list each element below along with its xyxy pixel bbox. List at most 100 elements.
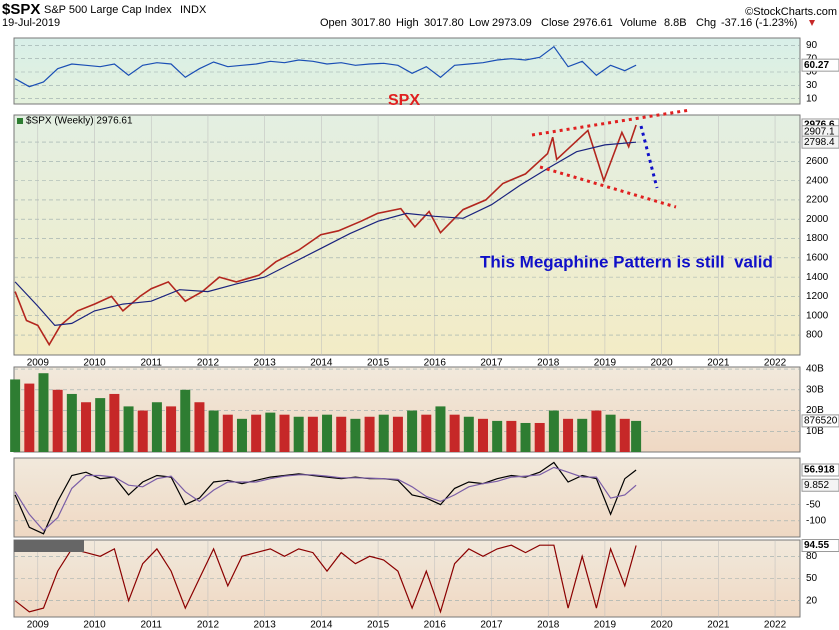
y-tick-label: 50 [806,67,818,78]
volume-bar [95,398,106,452]
open-label: Open [320,17,347,29]
volume-bar [563,418,574,452]
volume-bar [180,389,191,452]
x-tick-label: 2009 [27,358,50,369]
volume-bar [38,373,49,452]
symbol: $SPX [2,1,40,18]
volume-bar [392,416,403,452]
volume-bar [293,416,304,452]
y-tick-label: 1800 [806,233,829,244]
value-tag-bg [801,58,839,72]
volume-bar [407,410,418,452]
x-tick-label: 2022 [764,358,787,369]
volume-bar [322,414,333,452]
legend-bg [14,540,84,552]
volume-bar [477,418,488,452]
volume-bar [151,402,162,452]
volume-label: Volume [620,17,657,29]
series-line [14,45,637,88]
panel-background [13,114,801,356]
volume-bar [463,416,474,452]
index-name: S&P 500 Large Cap Index [44,4,172,16]
y-tick-label: 20 [806,595,818,606]
date: 19-Jul-2019 [2,17,60,29]
y-tick-label: 2400 [806,175,829,186]
value-tag: 9.852 [804,480,829,491]
low-label: Low [469,17,489,29]
y-tick-label: 10B [806,426,824,437]
y-tick-label: 1600 [806,252,829,263]
upper-trendline [531,108,691,137]
x-tick-label: 2009 [27,620,50,630]
x-tick-label: 2015 [367,358,390,369]
legend: $SPX (Weekly) 2976.61 [26,116,133,127]
volume-bar [265,412,276,452]
credit: ©StockCharts.com [745,6,837,18]
open: 3017.80 [351,17,391,29]
series-line [14,141,637,327]
volume-bar [449,414,460,452]
series-line [14,124,637,347]
x-tick-label: 2016 [424,358,447,369]
plots: 103050709060.278001000120014001600180020… [10,37,839,630]
x-tick-label: 2017 [480,358,503,369]
chart-title: SPX [388,92,420,109]
value-tag: 94.55 [804,540,829,551]
series-line [14,461,637,535]
lower-trendline [539,165,677,209]
volume-bar [222,414,233,452]
x-tick-label: 2015 [367,620,390,630]
x-tick-label: 2018 [537,358,560,369]
y-tick-label: 90 [806,40,818,51]
x-tick-label: 2016 [424,620,447,630]
x-tick-label: 2012 [197,620,220,630]
y-tick-label: 20B [806,405,824,416]
x-tick-label: 2022 [764,620,787,630]
down-arrow [809,20,815,26]
y-tick-label: 40B [806,364,824,375]
volume: 8.8B [664,17,687,29]
value-tag-bg [801,539,839,553]
volume-bar [520,422,531,452]
volume-bar [194,402,205,452]
high-label: High [396,17,419,29]
x-tick-label: 2010 [83,620,106,630]
value-tag: 2907.1 [804,126,835,137]
volume-bar [109,393,120,452]
volume-bar [10,379,21,452]
volume-bar [279,414,290,452]
value-tag: 2976.6 [804,120,835,131]
value-tag: 876520 [804,416,838,427]
volume-bar [631,420,642,452]
value-tag-bg [801,135,839,149]
volume-bar [492,420,503,452]
low: 2973.09 [492,17,532,29]
y-tick-label: -50 [806,499,821,510]
volume-bar [66,393,77,452]
volume-bar [208,410,219,452]
x-tick-label: 2018 [537,620,560,630]
value-tag: 60.27 [804,60,829,71]
value-tag: 2798.4 [804,137,835,148]
volume-bar [591,410,602,452]
x-tick-label: 2020 [651,358,674,369]
value-tag-bg [801,463,839,477]
chg: -37.16 (-1.23%) [721,17,797,29]
y-tick-label: 2000 [806,214,829,225]
x-tick-label: 2013 [254,620,277,630]
volume-bar [577,418,588,452]
x-tick-label: 2020 [651,620,674,630]
legend-swatch [17,118,23,124]
x-tick-label: 2017 [480,620,503,630]
y-tick-label: 30B [806,384,824,395]
x-tick-label: 2019 [594,358,617,369]
volume-bar [605,414,616,452]
x-tick-label: 2014 [310,358,333,369]
y-tick-label: 80 [806,551,818,562]
value-tag-bg [801,414,839,428]
x-tick-label: 2021 [707,358,730,369]
y-tick-label: 1000 [806,310,829,321]
y-tick-label: 1200 [806,291,829,302]
annotation: This Megaphine Pattern is still valid [480,252,773,271]
x-tick-label: 2019 [594,620,617,630]
